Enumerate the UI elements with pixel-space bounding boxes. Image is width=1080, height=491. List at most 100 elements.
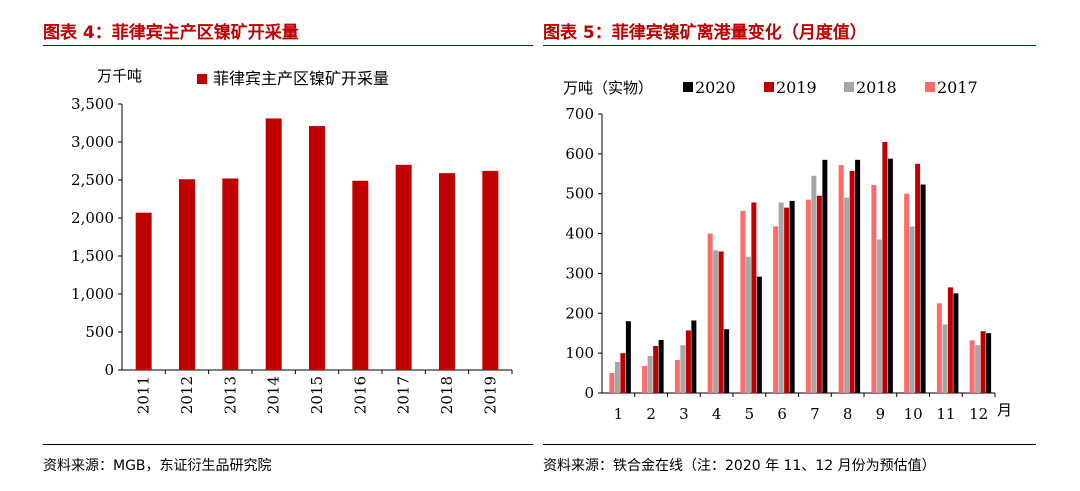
legend-label-2018: 2018	[856, 78, 897, 97]
x-tick-label-5: 5	[745, 405, 755, 423]
legend-swatch-2018	[844, 82, 854, 92]
right-chart-title: 图表 5：菲律宾镍矿离港量变化（月度值）	[543, 23, 867, 43]
bar-2016	[352, 180, 369, 370]
y-tick-label: 100	[565, 344, 594, 362]
y-axis-label: 万吨（实物）	[563, 79, 653, 97]
x-tick-label-9: 9	[876, 405, 886, 423]
bar-2014	[265, 118, 282, 370]
legend-label-2019: 2019	[776, 78, 817, 97]
bar-2020-12	[986, 333, 992, 393]
x-tick-label-2013: 2013	[221, 376, 239, 414]
y-tick-label: 600	[565, 145, 594, 163]
bar-2017-11	[936, 303, 942, 393]
right-bottom-rule	[543, 444, 1036, 445]
bar-2018-4	[713, 250, 719, 393]
y-tick-label: 3,000	[71, 133, 114, 151]
bar-2019-7	[816, 195, 822, 393]
bar-2020-3	[691, 320, 697, 393]
y-tick-label: 200	[565, 304, 594, 322]
y-tick-label: 0	[104, 361, 114, 379]
right-source-note: 资料来源：铁合金在线（注：2020 年 11、12 月份为预估值）	[543, 458, 936, 474]
bar-2017-9	[871, 184, 877, 393]
y-tick-label: 1,500	[71, 247, 114, 265]
bar-2019-5	[751, 202, 757, 393]
bar-2017-7	[805, 199, 811, 393]
bar-2017-10	[904, 193, 910, 393]
x-tick-label-1: 1	[614, 405, 624, 423]
bar-2017-5	[740, 210, 746, 393]
bar-2018-7	[811, 175, 817, 393]
x-tick-label-2015: 2015	[308, 376, 326, 414]
right-top-rule	[543, 45, 1036, 46]
y-tick-label: 500	[85, 323, 114, 341]
x-tick-label-2019: 2019	[481, 376, 499, 414]
x-tick-label-7: 7	[810, 405, 820, 423]
x-tick-label-4: 4	[712, 405, 722, 423]
left-top-rule	[43, 45, 533, 46]
bar-2018-9	[876, 239, 882, 393]
bar-2019-9	[882, 141, 888, 393]
bar-2019-11	[947, 287, 953, 393]
bar-2017-6	[773, 226, 779, 393]
bar-2019-4	[718, 251, 724, 393]
x-tick-label-2018: 2018	[438, 376, 456, 414]
x-tick-label-3: 3	[679, 405, 689, 423]
y-tick-label: 2,500	[71, 171, 114, 189]
y-tick-label: 0	[584, 384, 594, 402]
bar-2020-2	[658, 339, 664, 393]
y-tick-label: 400	[565, 225, 594, 243]
bar-2020-8	[855, 159, 861, 393]
bar-2017-3	[674, 359, 680, 393]
y-tick-label: 3,500	[71, 95, 114, 113]
y-tick-label: 1,000	[71, 285, 114, 303]
bar-2019	[482, 170, 499, 370]
bar-2018-12	[975, 345, 981, 393]
x-tick-label-2016: 2016	[351, 376, 369, 414]
x-tick-label-2: 2	[646, 405, 656, 423]
bar-2019-12	[980, 331, 986, 393]
y-tick-label: 700	[565, 105, 594, 123]
bar-2012	[179, 179, 195, 370]
left-bar-chart: 万千吨 菲律宾主产区镍矿开采量 0 500 1,000 1,500 2,000 2,500 3,…	[71, 67, 513, 414]
x-tick-label-12: 12	[969, 405, 988, 423]
bar-2017	[395, 164, 412, 370]
bar-2019-3	[685, 330, 691, 393]
x-tick-label-8: 8	[843, 405, 853, 423]
x-tick-label-11: 11	[936, 405, 955, 423]
bar-2018-10	[909, 226, 915, 393]
legend-label-2020: 2020	[695, 78, 736, 97]
bar-2017-1	[609, 373, 615, 393]
bar-2020-4	[724, 329, 730, 393]
bar-2018-6	[778, 202, 784, 393]
bar-2018-2	[647, 355, 653, 393]
bar-2020-10	[920, 184, 926, 393]
x-axis-label: 月	[997, 401, 1012, 419]
bar-2018-3	[680, 345, 686, 393]
y-tick-label: 2,000	[71, 209, 114, 227]
x-tick-label-2014: 2014	[265, 376, 283, 414]
legend-swatch-2017	[925, 82, 935, 92]
bar-2015	[309, 126, 325, 370]
bar-2017-8	[838, 165, 844, 393]
left-chart-title: 图表 4：菲律宾主产区镍矿开采量	[43, 23, 299, 43]
bar-2019-2	[653, 345, 659, 393]
bar-2019-6	[784, 207, 790, 393]
bar-2018-11	[942, 324, 948, 393]
bar-2017-12	[969, 340, 975, 393]
bar-2018-5	[745, 256, 751, 393]
left-source-note: 资料来源：MGB，东证衍生品研究院	[43, 458, 272, 474]
bar-2020-5	[756, 276, 762, 393]
bar-2020-9	[887, 158, 893, 393]
bar-2019-1	[620, 353, 626, 393]
legend-label-2017: 2017	[937, 78, 978, 97]
bar-2020-6	[789, 200, 795, 393]
bar-2020-11	[953, 293, 959, 393]
bar-2017-4	[707, 233, 713, 393]
bar-2020-7	[822, 159, 828, 393]
bar-2020-1	[625, 321, 631, 393]
x-tick-label-2011: 2011	[135, 376, 153, 414]
bar-2019-10	[915, 163, 921, 393]
y-axis-label: 万千吨	[97, 67, 142, 85]
bar-2018-8	[844, 197, 850, 393]
y-tick-label: 500	[565, 185, 594, 203]
